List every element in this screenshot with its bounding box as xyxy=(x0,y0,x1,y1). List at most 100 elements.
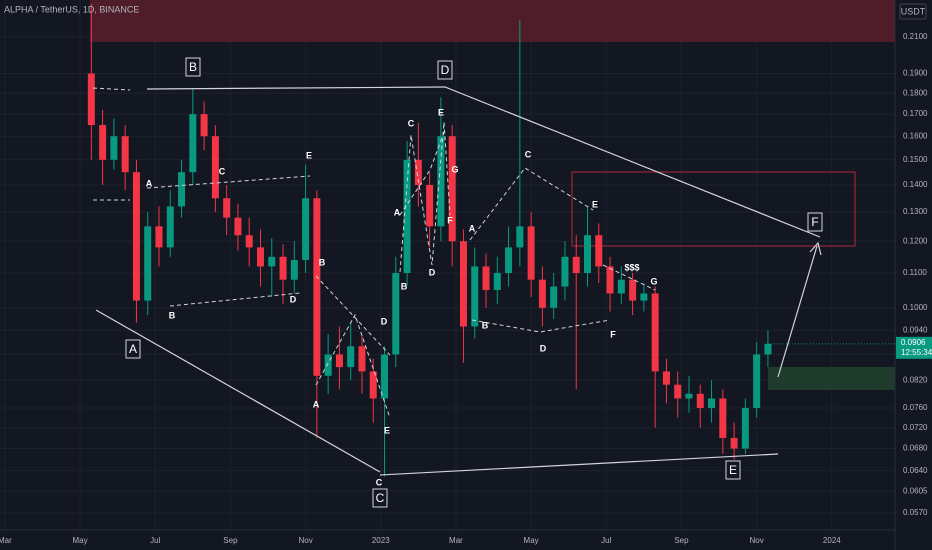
sub-wave-label: C xyxy=(219,166,226,176)
candle-body xyxy=(617,279,625,294)
wave-label: D xyxy=(441,63,450,77)
sub-wave-label: D xyxy=(290,294,297,304)
candle-body xyxy=(741,407,749,449)
sub-wave-label: F xyxy=(610,329,616,339)
candle-body xyxy=(753,354,761,408)
y-tick-label: 0.1100 xyxy=(903,268,927,277)
candle-body xyxy=(87,73,95,126)
x-tick-label: Sep xyxy=(223,536,238,545)
sub-wave-label: C xyxy=(408,118,415,128)
candle-body xyxy=(313,198,321,376)
candle-body xyxy=(110,136,118,160)
candle-body xyxy=(561,256,569,287)
wave-label-box xyxy=(125,339,141,359)
candle-body xyxy=(629,279,637,301)
candle-body xyxy=(674,384,682,399)
candle-body xyxy=(493,273,501,290)
candle-body xyxy=(347,346,355,368)
dashed-line xyxy=(146,175,311,189)
candle-body xyxy=(696,393,704,408)
y-tick-label: 0.0570 xyxy=(903,508,928,517)
y-tick-label: 0.1400 xyxy=(903,180,928,189)
y-tick-label: 0.0640 xyxy=(903,466,928,475)
arrow-line xyxy=(777,245,818,378)
sub-wave-label: A xyxy=(394,207,401,217)
candle-body xyxy=(189,114,197,173)
wave-label: C xyxy=(376,491,385,505)
candle-body xyxy=(358,346,366,372)
candle-body xyxy=(426,184,434,227)
sub-wave-label: E xyxy=(438,107,444,117)
candle-body xyxy=(584,235,592,274)
sub-wave-label: C xyxy=(376,477,383,487)
y-tick-label: 0.0680 xyxy=(903,444,928,453)
candle-body xyxy=(437,136,445,227)
x-tick-label: Sep xyxy=(674,536,689,545)
sub-wave-label: A xyxy=(146,178,153,188)
sub-wave-label: B xyxy=(482,320,489,330)
x-tick-label: Mar xyxy=(0,536,12,545)
sub-wave-label: D xyxy=(429,267,436,277)
candle-body xyxy=(392,273,400,355)
y-tick-label: 0.1200 xyxy=(903,236,928,245)
price-axis xyxy=(895,0,932,550)
sub-wave-label: B xyxy=(401,281,408,291)
sub-wave-label: F xyxy=(447,215,453,225)
candle-body xyxy=(730,437,738,449)
last-price-label: 0.0906 xyxy=(901,338,926,347)
dashed-line xyxy=(169,292,301,307)
candle-body xyxy=(527,226,535,280)
candle-body xyxy=(369,371,377,399)
last-price-box xyxy=(896,336,932,359)
candle-body xyxy=(132,172,140,301)
candle-body xyxy=(99,125,107,160)
x-tick-label: Jul xyxy=(601,536,611,545)
candle-body xyxy=(178,172,186,207)
candle-body xyxy=(482,266,490,290)
candle-body xyxy=(459,241,467,327)
candle-body xyxy=(223,198,231,218)
sub-wave-label: A xyxy=(313,399,320,409)
candle-body xyxy=(708,398,716,408)
y-tick-label: 0.0940 xyxy=(903,325,928,334)
arrow-head xyxy=(809,241,822,256)
x-tick-label: 2024 xyxy=(823,536,841,545)
wave-label-box xyxy=(372,488,388,508)
wave-label: E xyxy=(729,463,737,477)
candle-body xyxy=(662,371,670,385)
candle-body xyxy=(764,343,772,355)
candle-body xyxy=(606,266,614,294)
sub-wave-label: D xyxy=(381,316,388,326)
dashed-line xyxy=(471,319,611,333)
candle-body xyxy=(121,136,129,173)
sub-wave-label: A xyxy=(469,223,476,233)
candle-body xyxy=(234,217,242,236)
candle-body xyxy=(403,159,411,274)
x-tick-label: 2023 xyxy=(372,536,390,545)
x-tick-label: May xyxy=(524,536,539,545)
x-tick-label: Jul xyxy=(150,536,160,545)
x-tick-label: Mar xyxy=(449,536,463,545)
candle-body xyxy=(211,136,219,199)
sub-wave-label: G xyxy=(650,276,657,286)
x-tick-label: Nov xyxy=(750,536,764,545)
candle-body xyxy=(651,293,659,372)
candle-body xyxy=(166,206,174,248)
candle-body xyxy=(155,226,163,248)
sub-wave-label: $$$ xyxy=(624,262,639,272)
candle-body xyxy=(324,354,332,376)
candle-body xyxy=(538,279,546,308)
candle-body xyxy=(516,226,524,248)
sub-wave-label: C xyxy=(525,149,532,159)
candle-body xyxy=(471,266,479,327)
trend-line xyxy=(379,453,779,476)
dashed-line xyxy=(315,313,391,419)
y-tick-label: 0.1600 xyxy=(903,131,928,140)
wave-label-box xyxy=(725,460,741,480)
countdown: 12:55:34 xyxy=(901,348,932,357)
trend-line xyxy=(146,86,821,238)
y-tick-label: 0.1900 xyxy=(903,69,928,78)
dashed-line xyxy=(92,87,131,91)
sub-wave-label: G xyxy=(451,164,458,174)
candle-body xyxy=(505,247,513,274)
